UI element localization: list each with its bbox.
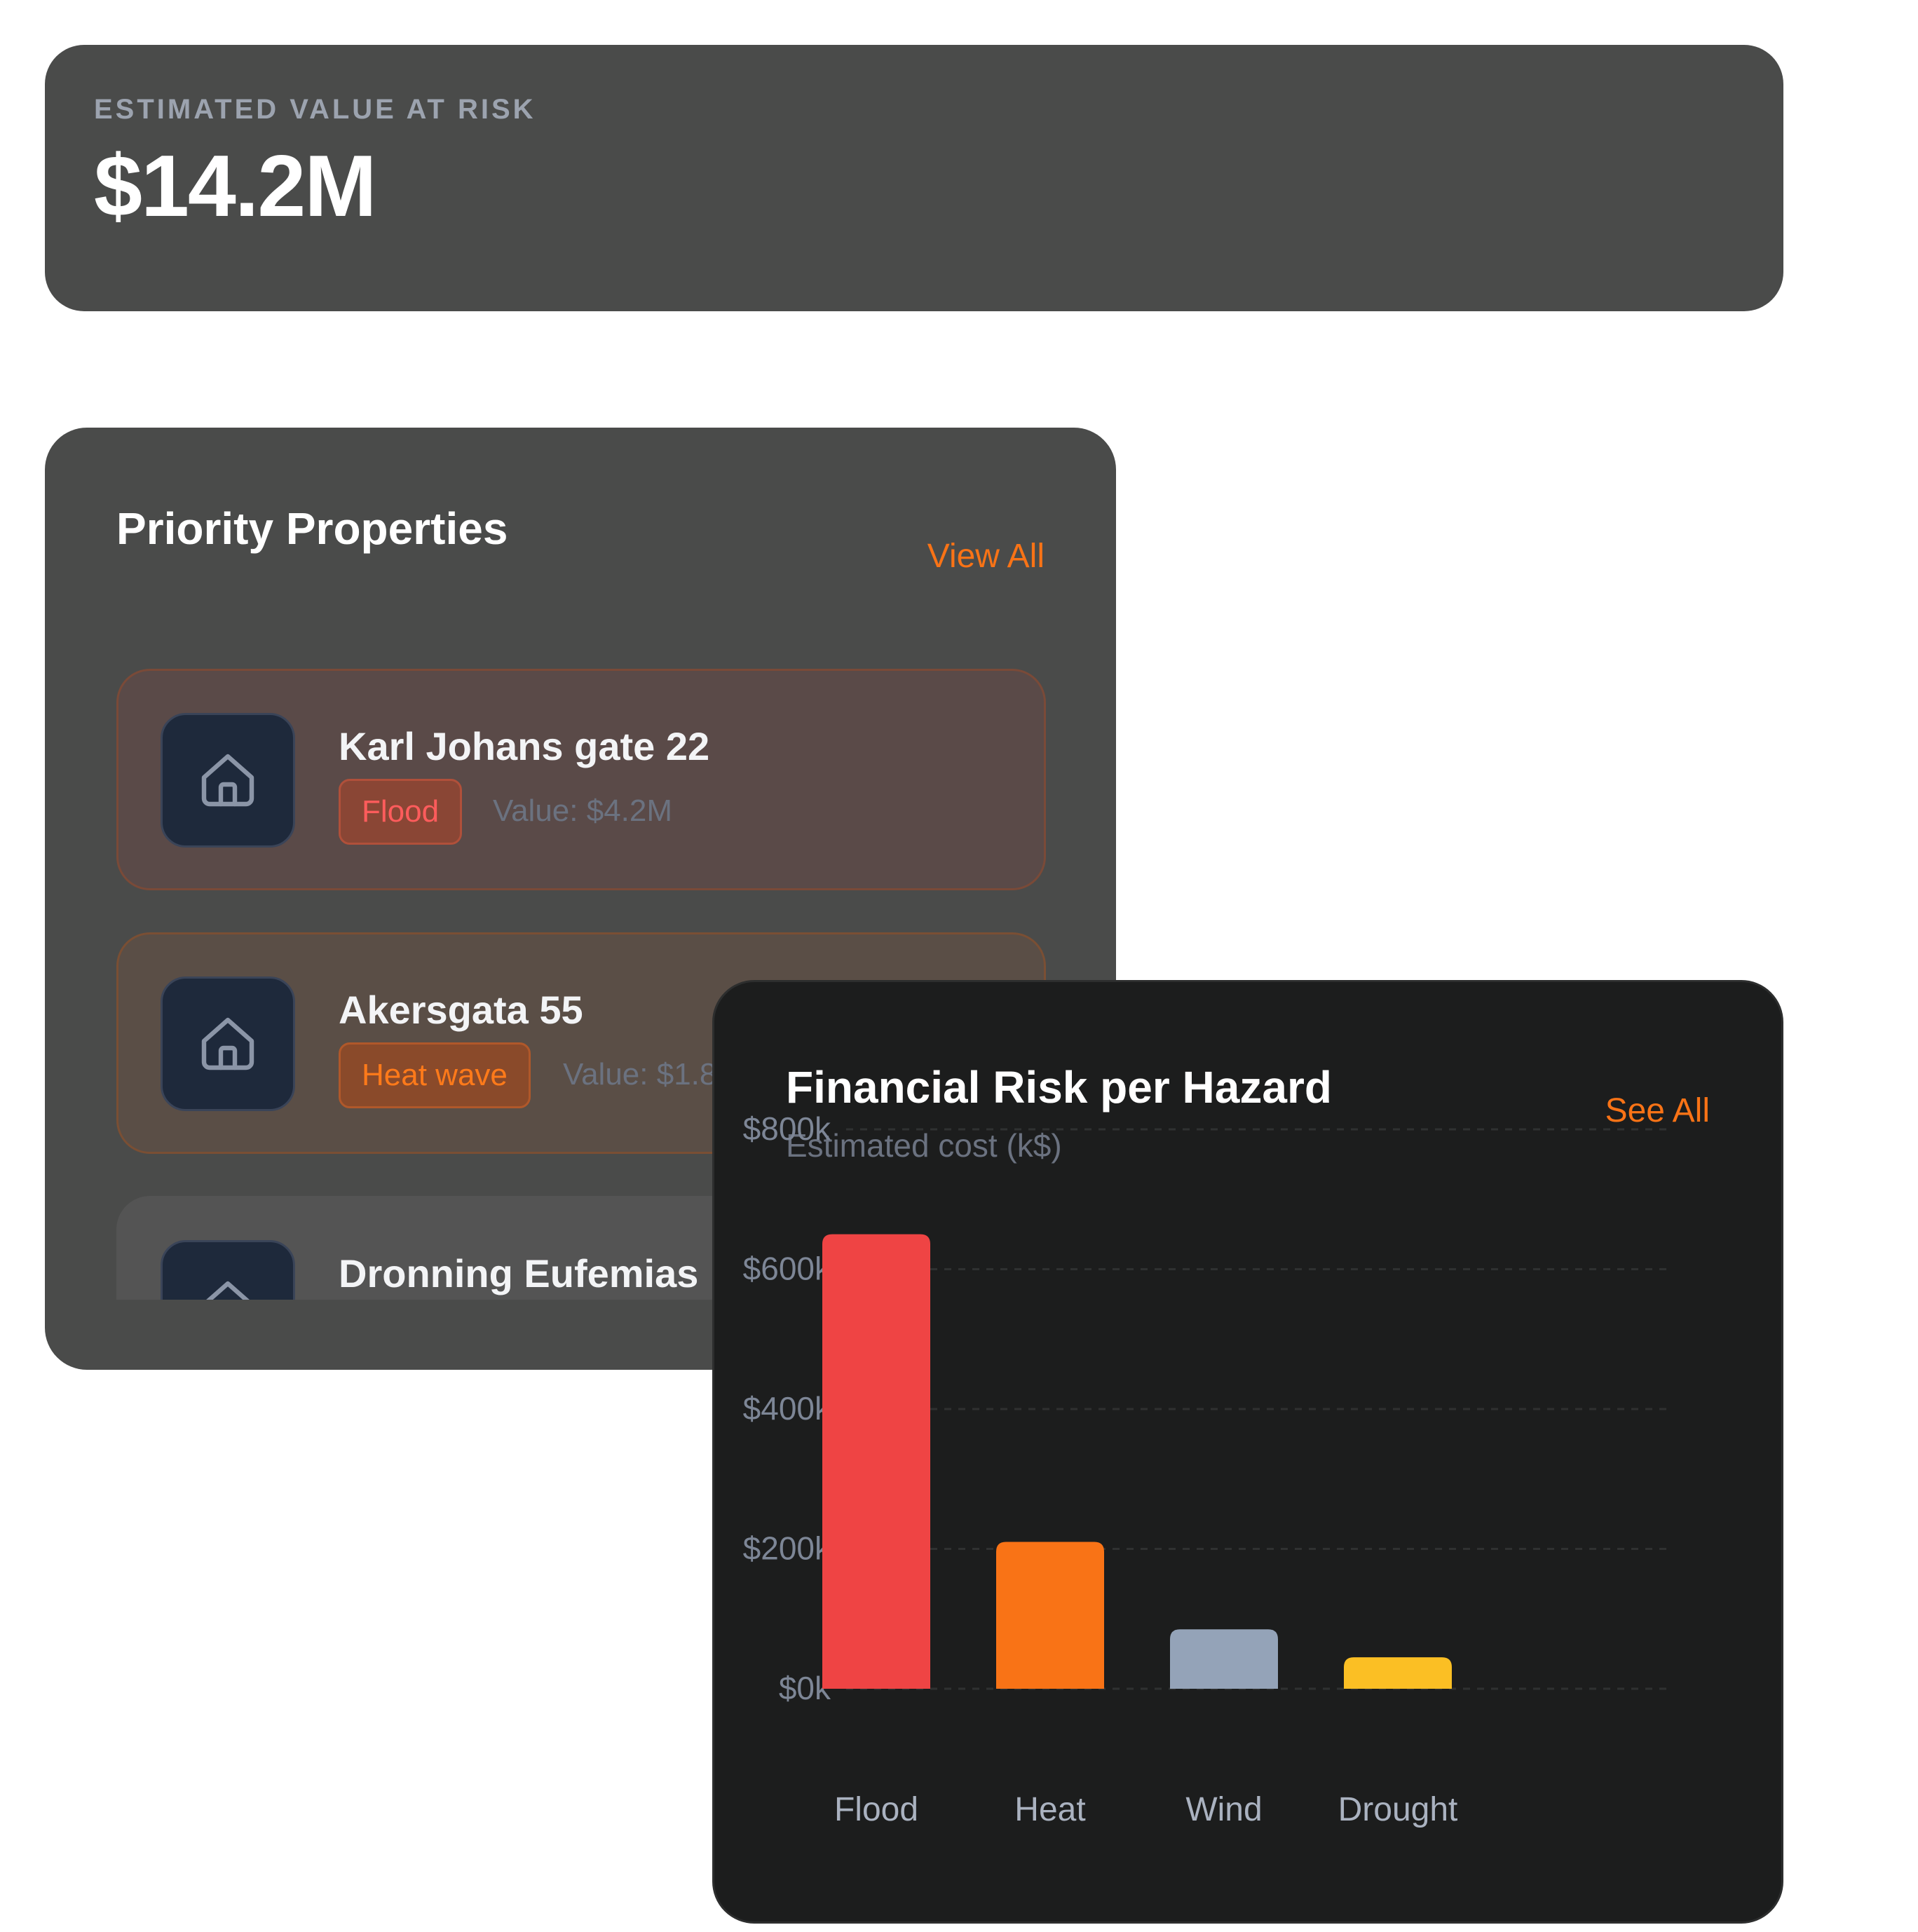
- priority-properties-card: Priority Properties View All Karl Johans…: [45, 428, 1116, 1370]
- bar-wind: [1170, 1629, 1278, 1689]
- view-all-link[interactable]: View All: [927, 538, 1045, 575]
- bar-flood: [822, 1234, 930, 1689]
- hazard-badge-heat-wave: Heat wave: [339, 1042, 531, 1108]
- x-tick-label: Heat: [1014, 1791, 1085, 1828]
- value-at-risk-label: ESTIMATED VALUE AT RISK: [94, 94, 536, 125]
- property-list: Karl Johans gate 22 Flood Value: $4.2M A…: [116, 669, 1046, 1300]
- x-tick-label: Drought: [1338, 1791, 1458, 1828]
- see-all-link[interactable]: See All: [1605, 1092, 1710, 1129]
- house-icon: [161, 1240, 295, 1300]
- property-name: Karl Johans gate 22: [339, 724, 710, 768]
- x-tick-label: Flood: [834, 1791, 918, 1828]
- y-tick-label: $800k: [743, 1110, 831, 1147]
- property-value: Value: $1.8: [563, 1057, 717, 1091]
- financial-risk-card: Financial Risk per Hazard Estimated cost…: [712, 980, 1783, 1924]
- property-value: Value: $4.2M: [493, 794, 673, 828]
- value-at-risk-card: ESTIMATED VALUE AT RISK $14.2M: [45, 45, 1783, 311]
- house-icon: [161, 713, 295, 848]
- chart-title: Financial Risk per Hazard: [786, 1062, 1332, 1113]
- hazard-badge-flood: Flood: [339, 779, 463, 845]
- house-icon: [161, 977, 295, 1111]
- value-at-risk-amount: $14.2M: [94, 138, 377, 235]
- property-name: Dronning Eufemias: [339, 1251, 699, 1295]
- property-name: Akersgata 55: [339, 988, 583, 1032]
- x-tick-label: Wind: [1185, 1791, 1262, 1828]
- y-tick-label: $600k: [743, 1251, 831, 1287]
- priority-properties-title: Priority Properties: [116, 503, 508, 554]
- chart-subtitle: Estimated cost (k$): [786, 1127, 1062, 1164]
- bar-drought: [1344, 1657, 1452, 1689]
- y-tick-label: $200k: [743, 1530, 831, 1567]
- property-item-karl-johans-gate[interactable]: Karl Johans gate 22 Flood Value: $4.2M: [116, 669, 1046, 890]
- bar-heat: [996, 1542, 1104, 1689]
- y-tick-label: $400k: [743, 1390, 831, 1427]
